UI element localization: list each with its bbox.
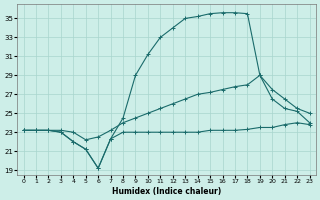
X-axis label: Humidex (Indice chaleur): Humidex (Indice chaleur) <box>112 187 221 196</box>
